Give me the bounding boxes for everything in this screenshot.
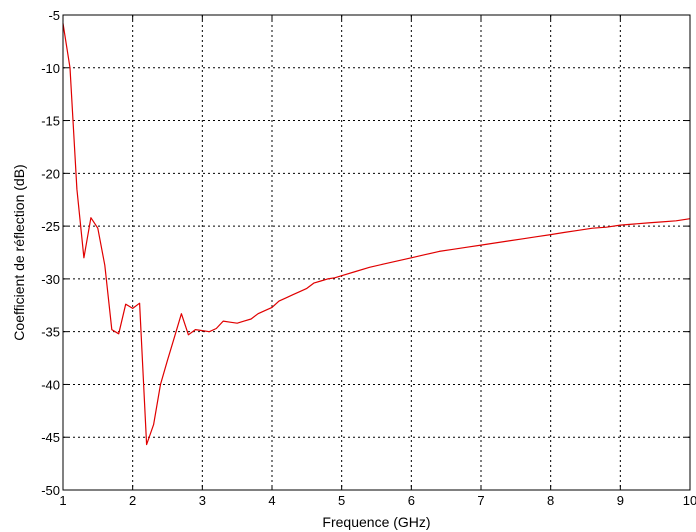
y-tick-label: -25 — [41, 219, 60, 234]
y-tick-label: -15 — [41, 114, 60, 129]
x-tick-label: 3 — [199, 493, 206, 508]
y-tick-labels: -5 -10 -15 -20 -25 -30 -35 -40 -45 -50 — [41, 8, 60, 498]
x-tick-label: 9 — [617, 493, 624, 508]
grid — [63, 15, 690, 490]
y-tick-label: -50 — [41, 483, 60, 498]
x-tick-label: 1 — [59, 493, 66, 508]
axis-ticks — [62, 14, 691, 491]
x-tick-label: 2 — [129, 493, 136, 508]
series-layer — [62, 23, 691, 446]
x-tick-label: 10 — [683, 493, 696, 508]
x-axis-label: Frequence (GHz) — [322, 514, 430, 530]
x-tick-label: 4 — [268, 493, 275, 508]
y-tick-label: -10 — [41, 61, 60, 76]
y-tick-label: -20 — [41, 166, 60, 181]
y-tick-label: -5 — [48, 8, 60, 23]
x-tick-label: 8 — [547, 493, 554, 508]
y-tick-label: -30 — [41, 272, 60, 287]
x-tick-labels: 1 2 3 4 5 6 7 8 9 10 — [59, 493, 696, 508]
x-tick-label: 6 — [408, 493, 415, 508]
series-line — [62, 23, 691, 446]
plot-frame — [62, 14, 691, 491]
x-tick-label: 7 — [477, 493, 484, 508]
y-tick-label: -45 — [41, 430, 60, 445]
x-tick-label: 5 — [338, 493, 345, 508]
y-tick-label: -35 — [41, 325, 60, 340]
y-axis-label: Coefficient de réflection (dB) — [11, 164, 27, 340]
y-tick-label: -40 — [41, 377, 60, 392]
